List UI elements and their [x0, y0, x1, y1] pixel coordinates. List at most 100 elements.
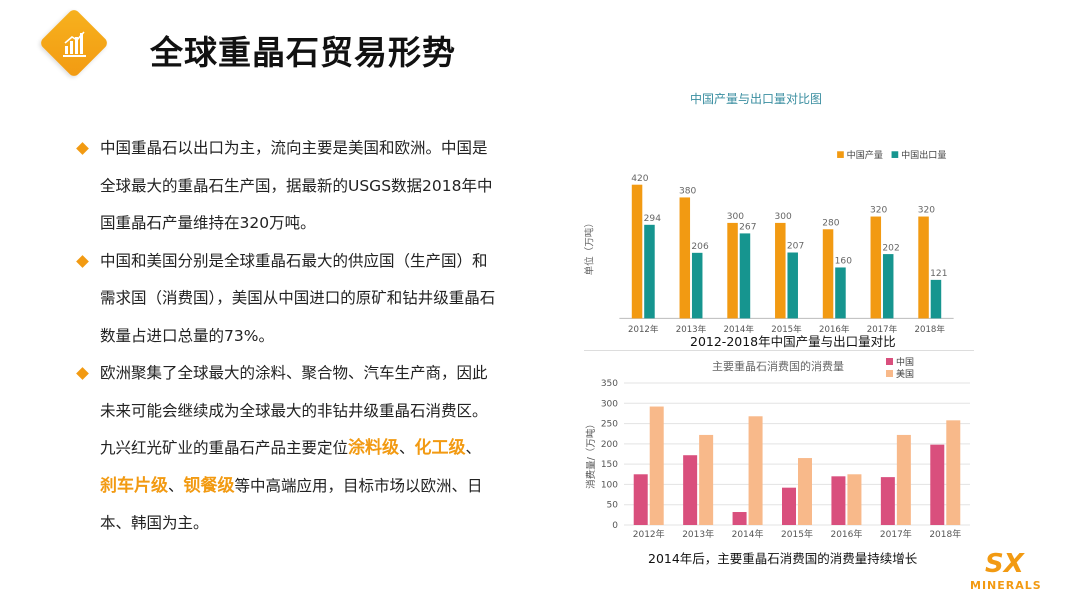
brand-name: MINERALS: [970, 579, 1042, 592]
x-tick-label: 2016年: [830, 528, 862, 540]
highlight-text: 钡餐级: [183, 475, 235, 496]
x-tick-label: 2012年: [633, 528, 665, 540]
bar-production: [822, 229, 834, 319]
x-tick-label: 2015年: [771, 323, 802, 335]
legend-swatch: [837, 151, 844, 158]
data-label: 380: [679, 187, 697, 197]
bullet-item: 中国重晶石以出口为主，流向主要是美国和欧洲。中国是全球最大的重晶石生产国，据最新…: [76, 130, 498, 243]
bar-china: [633, 474, 648, 525]
data-label: 160: [835, 257, 853, 267]
bar-usa: [649, 406, 664, 525]
data-label: 121: [930, 269, 947, 279]
data-label: 300: [775, 212, 793, 222]
page-title: 全球重晶石贸易形势: [150, 33, 456, 72]
x-tick-label: 2014年: [724, 323, 755, 335]
highlight-text: 涂料级: [348, 438, 400, 458]
data-label: 300: [727, 212, 745, 222]
bar-usa: [946, 420, 961, 525]
y-tick-label: 50: [607, 501, 619, 511]
bar-production: [631, 184, 643, 319]
y-axis-label: 消费量/（万吨）: [585, 419, 597, 489]
x-tick-label: 2018年: [915, 323, 946, 335]
bar-china: [782, 487, 796, 525]
data-label: 280: [822, 218, 840, 228]
bar-production: [727, 222, 738, 319]
chart2-caption: 2014年后，主要重晶石消费国的消费量持续增长: [648, 551, 918, 566]
bar-export: [930, 279, 942, 319]
bar-export: [835, 267, 846, 319]
x-tick-label: 2014年: [732, 528, 764, 540]
bullet-text: 中国重晶石以出口为主，流向主要是美国和欧洲。中国是全球最大的重晶石生产国，据最新…: [100, 139, 493, 232]
data-label: 207: [787, 242, 804, 252]
x-tick-label: 2013年: [682, 528, 714, 540]
bullet-item: 欧洲聚集了全球最大的涂料、聚合物、汽车生产商，因此未来可能会继续成为全球最大的非…: [76, 355, 498, 543]
chart-logo-icon: [63, 31, 86, 57]
data-label: 420: [631, 174, 649, 184]
chart1-production-export: 单位（万吨）4202942012年3802062013年3002672014年3…: [584, 149, 954, 335]
bar-production: [870, 216, 882, 319]
bar-production: [775, 222, 786, 319]
bar-usa: [699, 434, 714, 525]
y-tick-label: 0: [612, 521, 618, 531]
legend-label: 中国出口量: [901, 149, 946, 161]
x-tick-label: 2018年: [929, 528, 961, 540]
bar-china: [880, 477, 895, 525]
legend-swatch: [891, 151, 899, 158]
bar-usa: [798, 458, 812, 525]
legend-label: 中国产量: [847, 149, 883, 161]
data-label: 294: [644, 214, 662, 224]
bar-production: [679, 197, 691, 319]
data-label: 320: [918, 206, 936, 216]
y-tick-label: 150: [601, 460, 618, 470]
y-tick-label: 350: [601, 379, 618, 389]
bar-china: [930, 444, 945, 525]
bullet-text: 、: [465, 439, 482, 457]
bar-export: [691, 252, 703, 319]
data-label: 320: [870, 206, 888, 216]
bar-china: [732, 512, 747, 525]
bullet-text: 、: [399, 439, 415, 457]
x-tick-label: 2015年: [781, 528, 813, 540]
bullet-text: 欧洲聚集了全球最大的涂料、聚合物、汽车生产商，因此未来可能会继续成为全球最大的非…: [100, 364, 488, 457]
data-label: 267: [739, 223, 756, 233]
bullet-text: 、: [168, 476, 184, 495]
legend-swatch: [886, 358, 893, 365]
data-label: 206: [691, 242, 709, 252]
brand-mark: SX: [985, 549, 1024, 579]
bar-export: [739, 233, 751, 319]
bar-china: [831, 476, 846, 525]
bar-usa: [748, 416, 763, 525]
y-tick-label: 100: [601, 480, 618, 490]
chart2-consumption: 0 50 100 150 200 250 300 350 消费量/（万吨） 2012年 2013年 2…: [584, 350, 974, 540]
bar-export: [882, 254, 894, 319]
x-tick-label: 2017年: [880, 528, 912, 540]
bar-usa: [896, 434, 911, 525]
chart1-caption: 2012-2018年中国产量与出口量对比: [690, 334, 896, 349]
bar-export: [644, 224, 655, 319]
y-tick-label: 250: [601, 420, 618, 430]
diamond-bullet-icon: [76, 142, 89, 155]
bullet-text: 中国和美国分别是全球重晶石最大的供应国（生产国）和需求国（消费国），美国从中国进…: [100, 251, 496, 345]
highlight-text: 刹车片级: [100, 475, 168, 496]
bullet-text: 等中高端应用，目标市场以欧洲、日本、韩国为主。: [100, 476, 483, 533]
x-tick-label: 2013年: [676, 323, 707, 335]
legend-label: 美国: [896, 368, 914, 380]
x-tick-label: 2016年: [819, 323, 850, 335]
highlight-text: 化工级: [414, 438, 466, 458]
legend-label: 中国: [896, 356, 914, 368]
chart1-title: 中国产量与出口量对比图: [690, 92, 823, 106]
legend-swatch: [886, 370, 893, 377]
y-tick-label: 300: [601, 399, 618, 409]
diamond-bullet-icon: [76, 367, 89, 380]
y-tick-label: 200: [601, 440, 618, 450]
x-tick-label: 2017年: [867, 323, 898, 335]
diamond-bullet-icon: [76, 254, 89, 268]
bar-production: [918, 216, 929, 319]
data-label: 202: [882, 243, 899, 253]
bar-china: [683, 455, 698, 525]
y-axis-label: 单位（万吨）: [584, 218, 596, 275]
chart2-title: 主要重晶石消费国的消费量: [712, 360, 844, 373]
bullet-item: 中国和美国分别是全球重晶石最大的供应国（生产国）和需求国（消费国），美国从中国进…: [76, 243, 498, 356]
bar-export: [787, 252, 798, 319]
bullet-list: 中国重晶石以出口为主，流向主要是美国和欧洲。中国是全球最大的重晶石生产国，据最新…: [76, 130, 498, 543]
